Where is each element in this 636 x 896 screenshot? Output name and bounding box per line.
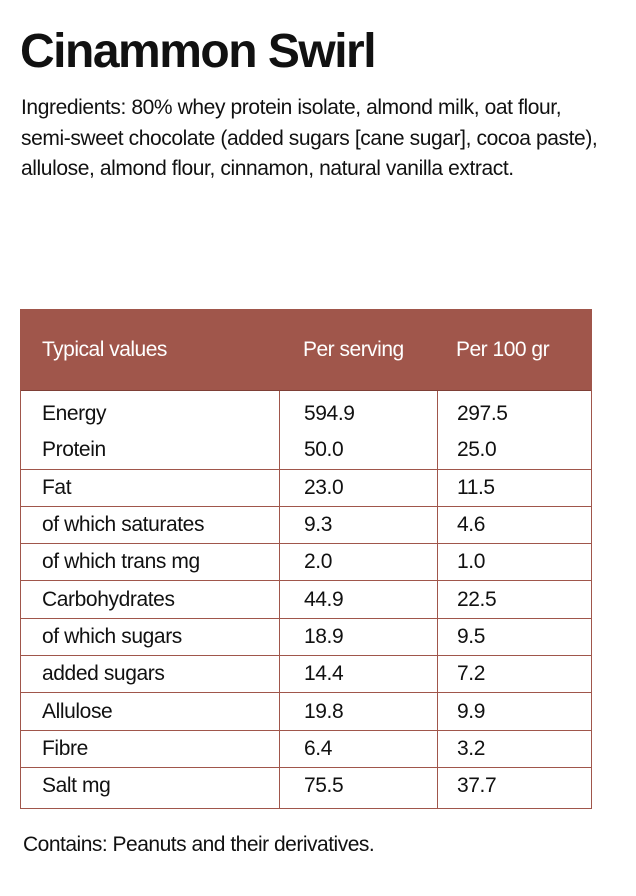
row-label: Energy xyxy=(42,402,107,426)
ingredients-text: Ingredients: 80% whey protein isolate, a… xyxy=(21,96,598,180)
row-per-100: 22.5 xyxy=(437,581,591,618)
row-label: of which saturates xyxy=(42,513,205,537)
row-per-100: 25.0 xyxy=(437,432,591,469)
row-per-100: 3.2 xyxy=(437,730,591,767)
row-label: Carbohydrates xyxy=(42,587,175,611)
row-per-serving: 19.8 xyxy=(279,693,437,730)
row-per-serving: 50.0 xyxy=(279,432,437,469)
row-per-serving: 6.4 xyxy=(279,730,437,767)
table-row: added sugars 14.4 7.2 xyxy=(21,655,591,693)
row-per-serving: 23.0 xyxy=(279,469,437,506)
row-per-100: 1.0 xyxy=(437,544,591,581)
row-label: of which trans mg xyxy=(42,550,200,574)
row-label: added sugars xyxy=(42,662,165,686)
header-typical-values: Typical values xyxy=(42,338,167,361)
allergen-statement: Contains: Peanuts and their derivatives. xyxy=(23,833,375,856)
table-header: Typical values Per serving Per 100 gr xyxy=(21,310,591,391)
table-body: Energy 594.9 297.5 Protein 50.0 25.0 Fat… xyxy=(21,391,591,809)
row-label: of which sugars xyxy=(42,624,182,648)
nutrition-table: Typical values Per serving Per 100 gr En… xyxy=(20,309,592,810)
row-per-serving: 14.4 xyxy=(279,656,437,693)
product-title: Cinammon Swirl xyxy=(20,25,377,78)
row-per-100: 297.5 xyxy=(437,391,591,433)
row-per-100: 9.5 xyxy=(437,618,591,656)
table-row: Carbohydrates 44.9 22.5 xyxy=(21,580,591,618)
row-per-serving: 18.9 xyxy=(279,618,437,656)
row-per-100: 37.7 xyxy=(437,767,591,809)
table-row: Energy 594.9 297.5 xyxy=(21,391,591,433)
row-label: Fibre xyxy=(42,736,88,760)
row-per-100: 11.5 xyxy=(437,469,591,506)
row-per-serving: 9.3 xyxy=(279,506,437,544)
table-row: Protein 50.0 25.0 xyxy=(21,432,591,469)
row-per-100: 9.9 xyxy=(437,693,591,730)
row-per-serving: 44.9 xyxy=(279,581,437,618)
header-per-serving: Per serving xyxy=(303,338,404,361)
row-per-100: 7.2 xyxy=(437,656,591,693)
table-row: of which sugars 18.9 9.5 xyxy=(21,617,591,656)
table-row: of which trans mg 2.0 1.0 xyxy=(21,543,591,581)
row-per-serving: 75.5 xyxy=(279,767,437,809)
row-label: Protein xyxy=(42,438,106,462)
row-per-100: 4.6 xyxy=(437,506,591,544)
table-row: Fibre 6.4 3.2 xyxy=(21,729,591,767)
row-label: Salt mg xyxy=(42,774,111,798)
table-row: Allulose 19.8 9.9 xyxy=(21,692,591,730)
header-per-100-gr: Per 100 gr xyxy=(456,338,550,361)
row-label: Fat xyxy=(42,475,72,499)
row-label: Allulose xyxy=(42,699,113,723)
table-row: Salt mg 75.5 37.7 xyxy=(21,766,591,809)
table-row: Fat 23.0 11.5 xyxy=(21,468,591,506)
row-per-serving: 2.0 xyxy=(279,544,437,581)
table-row: of which saturates 9.3 4.6 xyxy=(21,505,591,544)
row-per-serving: 594.9 xyxy=(279,391,437,433)
